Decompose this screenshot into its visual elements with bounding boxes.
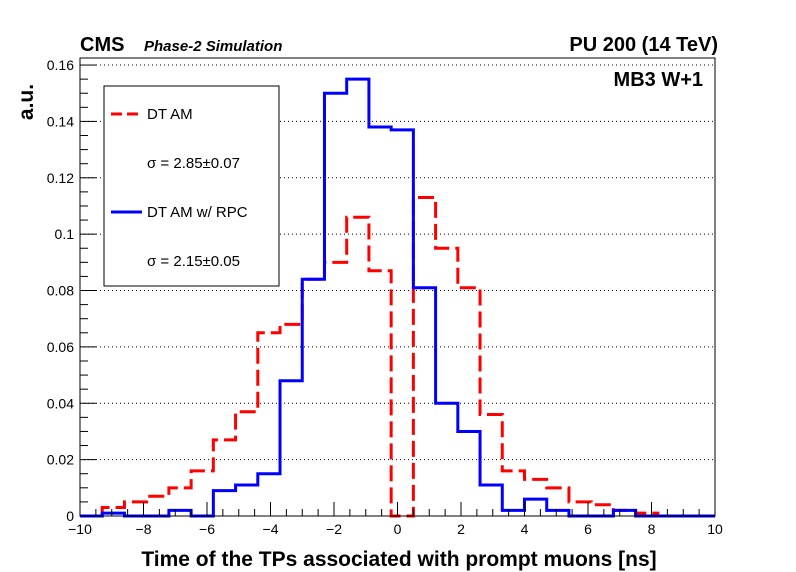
legend-sigma-dt-am: σ = 2.85±0.07 — [147, 155, 240, 172]
legend-label-dt-am: DT AM — [147, 106, 193, 123]
x-tick-label-4: −2 — [326, 521, 342, 537]
legend-box — [103, 85, 280, 287]
pileup-energy-label: PU 200 (14 TeV) — [569, 34, 718, 56]
y-tick-label-2: 0.04 — [47, 395, 74, 411]
y-axis-label: a.u. — [15, 84, 38, 120]
x-axis-label: Time of the TPs associated with prompt m… — [141, 548, 656, 571]
legend-sigma-dt-am-rpc: σ = 2.15±0.05 — [147, 253, 240, 270]
series-dt-am-line — [80, 196, 715, 518]
y-tick-label-0: 0 — [66, 508, 74, 524]
cms-label: CMS — [80, 34, 124, 56]
y-tick-label-3: 0.06 — [47, 339, 74, 355]
y-tick-label-7: 0.14 — [47, 113, 74, 129]
x-tick-label-8: 6 — [584, 521, 592, 537]
x-tick-label-6: 2 — [457, 521, 465, 537]
x-tick-label-9: 8 — [648, 521, 656, 537]
x-tick-label-7: 4 — [521, 521, 529, 537]
y-tick-label-5: 0.1 — [55, 226, 75, 242]
legend: DT AM σ = 2.85±0.07 DT AM w/ RPC σ = 2.1… — [103, 85, 280, 287]
x-tick-label-5: 0 — [394, 521, 402, 537]
y-tick-label-6: 0.12 — [47, 170, 74, 186]
chamber-region-label: MB3 W+1 — [614, 69, 703, 91]
x-tick-label-0: −10 — [68, 521, 92, 537]
legend-label-dt-am-rpc: DT AM w/ RPC — [147, 204, 248, 221]
y-tick-label-1: 0.02 — [47, 452, 74, 468]
axes-ticks: 0 0.02 0.04 0.06 0.08 0.1 0.12 0.14 0.16 −10 −8 −6 −… — [47, 57, 723, 537]
x-tick-label-1: −8 — [136, 521, 152, 537]
x-tick-label-3: −4 — [263, 521, 279, 537]
y-tick-label-4: 0.08 — [47, 283, 74, 299]
x-tick-label-2: −6 — [199, 521, 215, 537]
y-tick-label-8: 0.16 — [47, 57, 74, 73]
phase2-simulation-label: Phase-2 Simulation — [144, 38, 282, 55]
x-tick-label-10: 10 — [707, 521, 723, 537]
